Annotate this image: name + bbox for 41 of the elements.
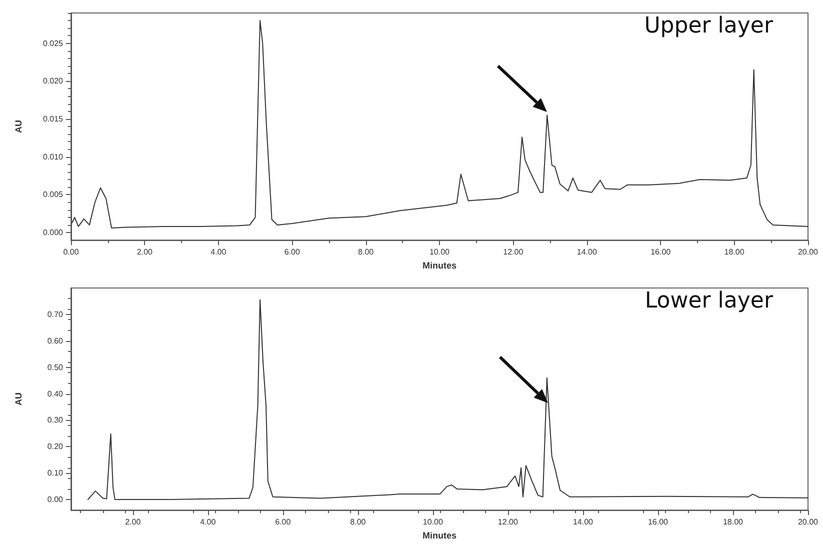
x-axis-title: Minutes [422, 260, 457, 270]
x-tick-label: 2.00 [125, 518, 142, 527]
chart-title: Upper layer [644, 14, 774, 38]
chart-title: Lower layer [644, 288, 774, 314]
x-tick-label: 0.00 [63, 248, 80, 257]
x-tick-label: 8.00 [358, 248, 374, 257]
x-tick-label: 6.00 [284, 248, 300, 257]
x-tick-label: 16.00 [650, 248, 672, 257]
x-tick-label: 18.00 [724, 248, 745, 257]
y-tick-label: 0.60 [47, 336, 64, 346]
y-tick-label: 0.30 [47, 416, 64, 425]
y-tick-label: 0.010 [42, 152, 64, 162]
x-tick-label: 6.00 [275, 518, 292, 527]
x-tick-label: 14.00 [576, 248, 598, 257]
x-tick-label: 20.00 [798, 248, 819, 257]
x-tick-label: 16.00 [648, 518, 669, 527]
y-tick-label: 0.10 [47, 468, 64, 478]
y-axis-title: AU [14, 120, 24, 134]
x-tick-label: 8.00 [350, 518, 366, 527]
x-tick-label: 4.00 [210, 248, 227, 257]
y-axis-title: AU [14, 392, 24, 406]
y-tick-label: 0.005 [42, 190, 64, 200]
x-tick-label: 10.00 [429, 248, 450, 257]
x-tick-label: 18.00 [722, 518, 744, 527]
x-tick-label: 12.00 [503, 248, 524, 257]
y-tick-label: 0.40 [47, 389, 64, 398]
y-tick-label: 0.000 [42, 228, 64, 238]
x-tick-label: 20.00 [798, 518, 819, 527]
y-tick-label: 0.00 [47, 495, 64, 504]
x-axis-title: Minutes [422, 530, 457, 540]
x-tick-label: 2.00 [136, 248, 154, 257]
x-tick-label: 12.00 [498, 518, 519, 527]
y-tick-label: 0.50 [47, 362, 64, 372]
y-tick-label: 0.70 [47, 310, 64, 319]
y-tick-label: 0.20 [47, 442, 64, 452]
y-tick-label: 0.015 [42, 114, 64, 124]
y-tick-label: 0.020 [42, 76, 64, 86]
x-tick-label: 14.00 [572, 518, 594, 527]
y-tick-label: 0.025 [42, 38, 64, 48]
x-tick-label: 4.00 [200, 518, 216, 527]
x-tick-label: 10.00 [422, 518, 444, 527]
